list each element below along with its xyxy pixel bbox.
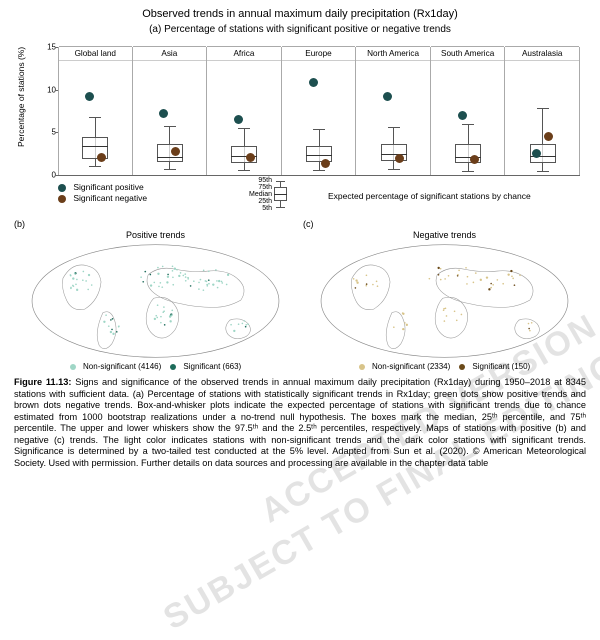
dot-pos — [85, 92, 94, 101]
legend-negative-dot — [58, 195, 66, 203]
panel-c-legend: Non-significant (2334) Significant (150) — [303, 362, 586, 371]
chart-plot-area: Global landAsiaAfricaEuropeNorth America… — [58, 47, 580, 175]
panel-b-title: Positive trends — [14, 230, 297, 240]
figure-caption: Figure 11.13: Signs and significance of … — [0, 371, 600, 469]
panel-c-title: Negative trends — [303, 230, 586, 240]
dot-neg — [246, 153, 255, 162]
legend-b-sig-dot — [170, 364, 176, 370]
legend-c-sig-dot — [459, 364, 465, 370]
panel-b-legend: Non-significant (4146) Significant (663) — [14, 362, 297, 371]
region-label: Global land — [59, 46, 132, 61]
region-label: Asia — [133, 46, 207, 61]
x-axis-line — [58, 175, 580, 176]
map-negative — [303, 242, 586, 360]
box-legend-95: 95th — [244, 177, 272, 184]
figure-title: Observed trends in annual maximum daily … — [14, 6, 586, 20]
legend-b-nonsig-dot — [70, 364, 76, 370]
box-legend-25: 25th — [244, 198, 272, 205]
region-label: North America — [356, 46, 430, 61]
legend-c-nonsig-label: Non-significant (2334) — [372, 362, 450, 371]
maps-row: (b) Positive trends Non-significant (414… — [14, 219, 586, 371]
dot-pos — [309, 78, 318, 87]
panel-a-legend: Significant positive Significant negativ… — [58, 181, 580, 215]
chance-label: Expected percentage of significant stati… — [328, 191, 531, 201]
region-label: Australasia — [505, 46, 579, 61]
panel-a-subtitle: (a) Percentage of stations with signific… — [14, 20, 586, 35]
dot-neg — [321, 159, 330, 168]
panel-b-tag: (b) — [14, 219, 297, 229]
legend-b-nonsig-label: Non-significant (4146) — [83, 362, 161, 371]
region-label: South America — [431, 46, 505, 61]
dot-neg — [171, 147, 180, 156]
legend-positive-label: Significant positive — [73, 182, 143, 192]
y-axis-label: Percentage of stations (%) — [16, 47, 26, 147]
caption-label: Figure 11.13: — [14, 377, 71, 387]
panel-a-chart: Percentage of stations (%) 051015 Global… — [14, 37, 586, 213]
box-legend-75: 75th — [244, 184, 272, 191]
region-label: Europe — [282, 46, 356, 61]
dot-pos — [234, 115, 243, 124]
box-legend-median: Median — [244, 191, 272, 198]
legend-positive-dot — [58, 184, 66, 192]
legend-b-sig-label: Significant (663) — [183, 362, 241, 371]
caption-body: Signs and significance of the observed t… — [14, 377, 586, 468]
dot-neg — [470, 155, 479, 164]
legend-negative-label: Significant negative — [73, 193, 147, 203]
panel-b: (b) Positive trends Non-significant (414… — [14, 219, 297, 371]
legend-c-sig-label: Significant (150) — [472, 362, 530, 371]
panel-c-tag: (c) — [303, 219, 586, 229]
box-legend-5: 5th — [244, 205, 272, 212]
region-label: Africa — [207, 46, 281, 61]
map-positive — [14, 242, 297, 360]
dot-pos — [383, 92, 392, 101]
legend-c-nonsig-dot — [359, 364, 365, 370]
panel-c: (c) Negative trends Non-significant (233… — [303, 219, 586, 371]
figure-container: Observed trends in annual maximum daily … — [0, 0, 600, 371]
dot-pos — [458, 111, 467, 120]
